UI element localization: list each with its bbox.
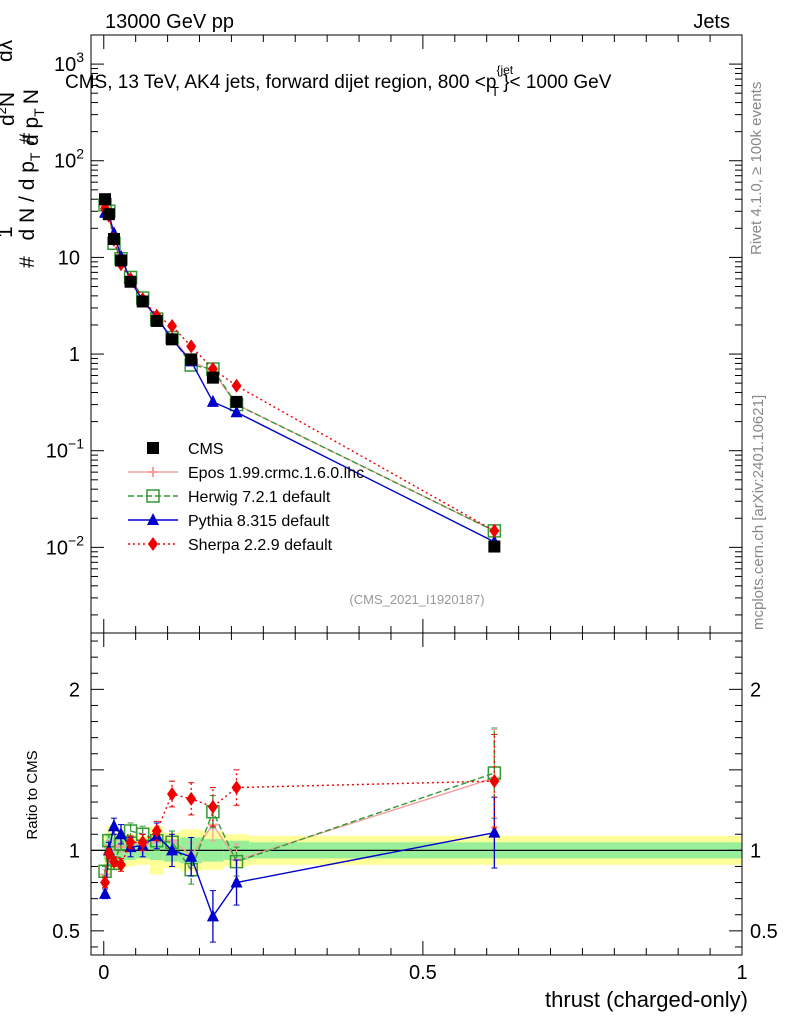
legend-label: Pythia 8.315 default <box>188 513 330 530</box>
cms-data-point <box>185 353 198 366</box>
rivet-version-label: Rivet 4.1.0, ≥ 100k events <box>748 82 765 255</box>
svg-text:d pTN: d pTN <box>20 89 47 146</box>
plot-title-tail: }< 1000 GeV <box>503 72 612 93</box>
series-point-3 <box>186 339 197 354</box>
ratio-point-2 <box>107 819 120 832</box>
legend-label: Epos 1.99.crmc.1.6.0.lhc <box>188 465 364 482</box>
plot-title-sub: T <box>491 84 499 99</box>
legend-label: CMS <box>188 441 224 458</box>
ratio-point-3 <box>489 774 500 789</box>
series-point-2 <box>206 394 219 407</box>
ratio-point-2 <box>114 827 127 840</box>
legend-label: Sherpa 2.2.9 default <box>188 537 333 554</box>
cms-data-point <box>230 395 243 408</box>
ratio-point-3 <box>186 791 197 806</box>
cms-data-point <box>166 333 179 346</box>
ratio-point-3 <box>167 787 178 801</box>
y-tick-label-main: 1 <box>69 344 80 366</box>
x-tick-label: 1 <box>736 962 747 984</box>
cms-data-point <box>150 314 163 327</box>
x-tick-label: 0 <box>98 962 109 984</box>
plot-title-main: CMS, 13 TeV, AK4 jets, forward dijet reg… <box>65 72 496 93</box>
y-tick-label-main: 10 <box>58 247 80 269</box>
ratio-point-2 <box>99 886 112 899</box>
series-line-3 <box>104 208 495 532</box>
ratio-point-2 <box>206 909 219 922</box>
ratio-point-2 <box>488 825 501 838</box>
ratio-point-3 <box>151 824 162 839</box>
ratio-plot-series <box>98 727 502 943</box>
energy-label: 13000 GeV pp <box>105 11 234 33</box>
y-tick-label-ratio: 2 <box>69 679 80 701</box>
ratio-uncertainty-bands <box>91 826 742 875</box>
series-point-3 <box>489 523 500 538</box>
x-axis-label: thrust (charged-only) <box>545 987 748 1012</box>
y-tick-label-ratio: 0.5 <box>52 921 80 943</box>
y-tick-label-ratio-right: 2 <box>750 679 761 701</box>
cms-data-point <box>488 540 501 553</box>
ratio-point-2 <box>230 875 243 888</box>
ratio-point-3 <box>207 799 218 814</box>
legend-marker <box>148 467 158 477</box>
svg-text:# d N / d pT#: # d N / d pT# <box>16 133 43 268</box>
plot-title-sup: {jet <box>496 63 513 77</box>
ratio-point-2 <box>166 843 179 856</box>
legend: CMS Epos 1.99.crmc.1.6.0.lhc Herwig 7.2.1 … <box>128 441 364 554</box>
cms-data-point <box>99 193 112 206</box>
y-tick-label-main: 10−2 <box>46 532 84 559</box>
y-tick-label-ratio: 1 <box>69 840 80 862</box>
ratio-point-3 <box>137 835 148 850</box>
x-tick-label: 0.5 <box>409 962 437 984</box>
y-tick-label-ratio-right: 1 <box>750 840 761 862</box>
ratio-point-3 <box>100 875 111 890</box>
mcplots-source-label: mcplots.cern.ch [arXiv:2401.10621] <box>750 395 767 630</box>
y-tick-label-main: 103 <box>54 49 84 76</box>
legend-marker <box>147 442 159 454</box>
cms-data-point <box>124 275 137 288</box>
main-plot-series <box>98 193 502 553</box>
ratio-plot-frame <box>90 632 743 956</box>
legend-marker <box>147 513 159 525</box>
y-tick-label-main: 10−1 <box>46 436 84 463</box>
ratio-point-2 <box>185 849 198 862</box>
ratio-point-3 <box>115 857 126 872</box>
y-axis-label-main: # d N / d pT# 1 d pTN d2N dλ <box>0 39 47 268</box>
cms-data-point <box>114 254 127 267</box>
svg-text:1: 1 <box>0 226 17 238</box>
series-line-0 <box>104 205 495 532</box>
svg-text:dλ: dλ <box>0 39 17 62</box>
ratio-point-3 <box>231 780 242 795</box>
series-point-2 <box>230 405 243 418</box>
ratio-point-3 <box>125 835 136 850</box>
plot-title: CMS, 13 TeV, AK4 jets, forward dijet reg… <box>65 63 612 99</box>
category-label: Jets <box>693 11 730 33</box>
cms-data-point <box>136 295 149 308</box>
y-tick-label-ratio-right: 0.5 <box>750 921 778 943</box>
series-point-3 <box>231 378 242 393</box>
cms-data-point <box>102 208 115 221</box>
cms-data-point <box>206 371 219 384</box>
analysis-watermark: (CMS_2021_I1920187) <box>349 592 484 607</box>
legend-marker <box>148 537 158 551</box>
cms-data-point <box>107 233 120 246</box>
ratio-point-0 <box>108 840 119 851</box>
svg-text:d2N: d2N <box>0 92 19 126</box>
series-point-3 <box>167 319 178 334</box>
y-tick-label-main: 102 <box>54 146 84 173</box>
y-axis-label-ratio: Ratio to CMS <box>24 750 41 839</box>
legend-label: Herwig 7.2.1 default <box>188 489 331 506</box>
legend-marker <box>146 489 160 503</box>
